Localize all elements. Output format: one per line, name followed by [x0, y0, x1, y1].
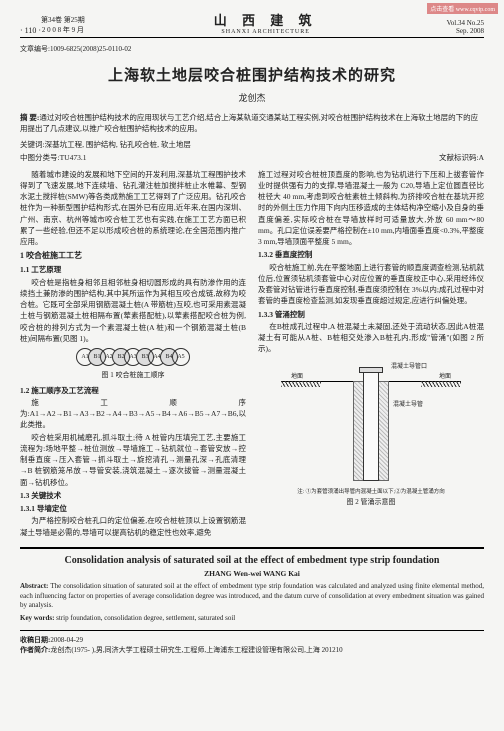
figure-2-diagram: 混凝土导管口 混凝土导管 地面 地面 注: ①为套管须涌出导管内混凝土面以下;②…	[281, 361, 461, 491]
classification: 中图分类号:TU473.1 文献标识码:A	[20, 152, 484, 163]
en-keywords-text: strip foundation, consolidation degree, …	[56, 614, 235, 622]
en-abstract-text: The consolidation situation of saturated…	[20, 582, 484, 610]
sec-1-3-3: 1.3.3 管涌控制	[258, 309, 484, 320]
pile-a5: A5	[172, 348, 190, 366]
figure-2-note: 注: ①为套管须涌出导管内混凝土面以下;②为混凝土管涌方向	[281, 488, 461, 496]
figure-1-diagram: A1 B1 A2 B2 A3 B3 A4 B4 A5	[20, 348, 246, 366]
keywords-text: 深基坑工程, 围护结构, 钻孔咬合桩, 软土地层	[45, 140, 191, 149]
sec-1-3-2: 1.3.2 垂直度控制	[258, 249, 484, 260]
pipe-cap	[359, 367, 383, 373]
author-bio: 龙创杰(1975- ),男,同济大学工程硕士研究生,工程师,上海浦东工程建设管理…	[50, 646, 342, 654]
journal-name-cn: 山 西 建 筑	[85, 10, 447, 29]
abstract-cn: 摘 要:通过对咬合桩围护结构技术的应用现状与工艺介绍,结合上海某轨道交通某站工程…	[20, 112, 484, 135]
section-divider	[20, 547, 484, 549]
keywords-cn: 关键词:深基坑工程, 围护结构, 钻孔咬合桩, 软土地层	[20, 139, 484, 150]
sec-1-3: 1.3 关键技术	[20, 490, 246, 501]
abstract-text: 通过对咬合桩围护结构技术的应用现状与工艺介绍,结合上海某轨道交通某站工程实例,对…	[20, 113, 478, 133]
english-authors: ZHANG Wen-wei WANG Kai	[20, 569, 484, 578]
vol-issue-cn: 第34卷 第25期	[41, 15, 85, 25]
english-title: Consolidation analysis of saturated soil…	[20, 555, 484, 566]
article-id: 文章编号:1009-6825(2008)25-0110-02	[20, 44, 484, 54]
date-cn: 2 0 0 8 年 9 月	[41, 25, 85, 35]
page-header: · 110 · 第34卷 第25期 2 0 0 8 年 9 月 山 西 建 筑 …	[20, 10, 484, 38]
sec-1-3-1: 1.3.1 导墙定位	[20, 503, 246, 514]
sec-1-1: 1.1 工艺原理	[20, 264, 246, 275]
header-issue-cn: 第34卷 第25期 2 0 0 8 年 9 月	[41, 15, 85, 35]
class-value: TU473.1	[60, 153, 87, 162]
footer: 收稿日期:2008-04-29 作者简介:龙创杰(1975- ),男,同济大学工…	[20, 635, 484, 655]
figure-1-caption: 图 1 咬合桩施工顺序	[20, 370, 246, 381]
class-label: 中图分类号:	[20, 153, 60, 162]
doccode-value: A	[479, 153, 484, 162]
para-1-2b: 咬合桩采用机械磨孔,抓斗取土;待 A 桩管内压填完工艺,主要施工流程为:场地平整…	[20, 432, 246, 488]
article-title: 上海软土地层咬合桩围护结构技术的研究	[20, 64, 484, 85]
label-ground-l: 地面	[291, 373, 303, 382]
para-1-3-1: 为严格控制咬合桩孔口的定位偏差,在咬合桩桩顶以上设置钢筋混凝土导墙是必需的,导墙…	[20, 515, 246, 538]
para-1-2a: 施工顺序为:A1→A2→B1→A3→B2→A4→B3→A5→B4→A6→B5→A…	[20, 397, 246, 431]
page: 点击查看 www.cqvip.com · 110 · 第34卷 第25期 2 0…	[0, 0, 504, 731]
label-inner: 混凝土导管	[393, 401, 423, 410]
figure-2-caption: 图 2 管涌示意图	[258, 497, 484, 508]
en-keywords-label: Key words:	[20, 614, 54, 622]
en-abstract-label: Abstract:	[20, 582, 48, 590]
recv-date-label: 收稿日期:	[20, 636, 50, 644]
page-number: · 110 ·	[20, 26, 41, 35]
english-keywords: Key words: strip foundation, consolidati…	[20, 614, 484, 624]
author-bio-label: 作者简介:	[20, 646, 50, 654]
header-center: 山 西 建 筑 SHANXI ARCHITECTURE	[85, 10, 447, 35]
doccode-label: 文献标识码:	[439, 153, 479, 162]
header-right: Vol.34 No.25 Sep. 2008	[447, 19, 484, 35]
vol-issue-en: Vol.34 No.25	[447, 19, 484, 27]
article-author: 龙创杰	[20, 91, 484, 104]
watermark: 点击查看 www.cqvip.com	[427, 3, 498, 14]
para-1-3-3: 在B桩成孔过程中,A 桩混凝土未凝固,还处于流动状态,因此A桩混凝土有可能从A桩…	[258, 321, 484, 355]
label-ground-r: 地面	[439, 373, 451, 382]
abstract-label: 摘 要:	[20, 113, 39, 122]
footer-rule	[20, 630, 484, 631]
para-1-3-2: 咬合桩施工前,先在平整地面上进行套管的顺直度调查检测,钻机就位后,位置须钻机须套…	[258, 262, 484, 307]
date-en: Sep. 2008	[447, 27, 484, 35]
keywords-label: 关键词:	[20, 140, 45, 149]
body-columns: 随着城市建设的发展和地下空间的开发利用,深基坑工程围护技术得到了飞速发展,地下连…	[20, 169, 484, 539]
sec-1: 1 咬合桩施工工艺	[20, 250, 246, 262]
right-column: 施工过程对咬合桩桩顶直度的影响,也为钻机进行下压和上拔套管作业时提供强有力的支撑…	[258, 169, 484, 539]
left-column: 随着城市建设的发展和地下空间的开发利用,深基坑工程围护技术得到了飞速发展,地下连…	[20, 169, 246, 539]
english-abstract: Abstract: The consolidation situation of…	[20, 582, 484, 611]
para-top-right: 施工过程对咬合桩桩顶直度的影响,也为钻机进行下压和上拔套管作业时提供强有力的支撑…	[258, 169, 484, 248]
label-cap: 混凝土导管口	[391, 363, 427, 372]
intro-para: 随着城市建设的发展和地下空间的开发利用,深基坑工程围护技术得到了飞速发展,地下连…	[20, 169, 246, 248]
journal-name-en: SHANXI ARCHITECTURE	[85, 29, 447, 35]
inner-pipe	[363, 371, 379, 481]
header-left: · 110 ·	[20, 26, 41, 35]
para-1-1: 咬合桩是指桩身相邻且相邻桩身相切圆形成的具有防渗作用的连续挡土兼防渗的围护结构,…	[20, 277, 246, 345]
recv-date: 2008-04-29	[50, 636, 83, 644]
sec-1-2: 1.2 施工顺序及工艺流程	[20, 385, 246, 396]
